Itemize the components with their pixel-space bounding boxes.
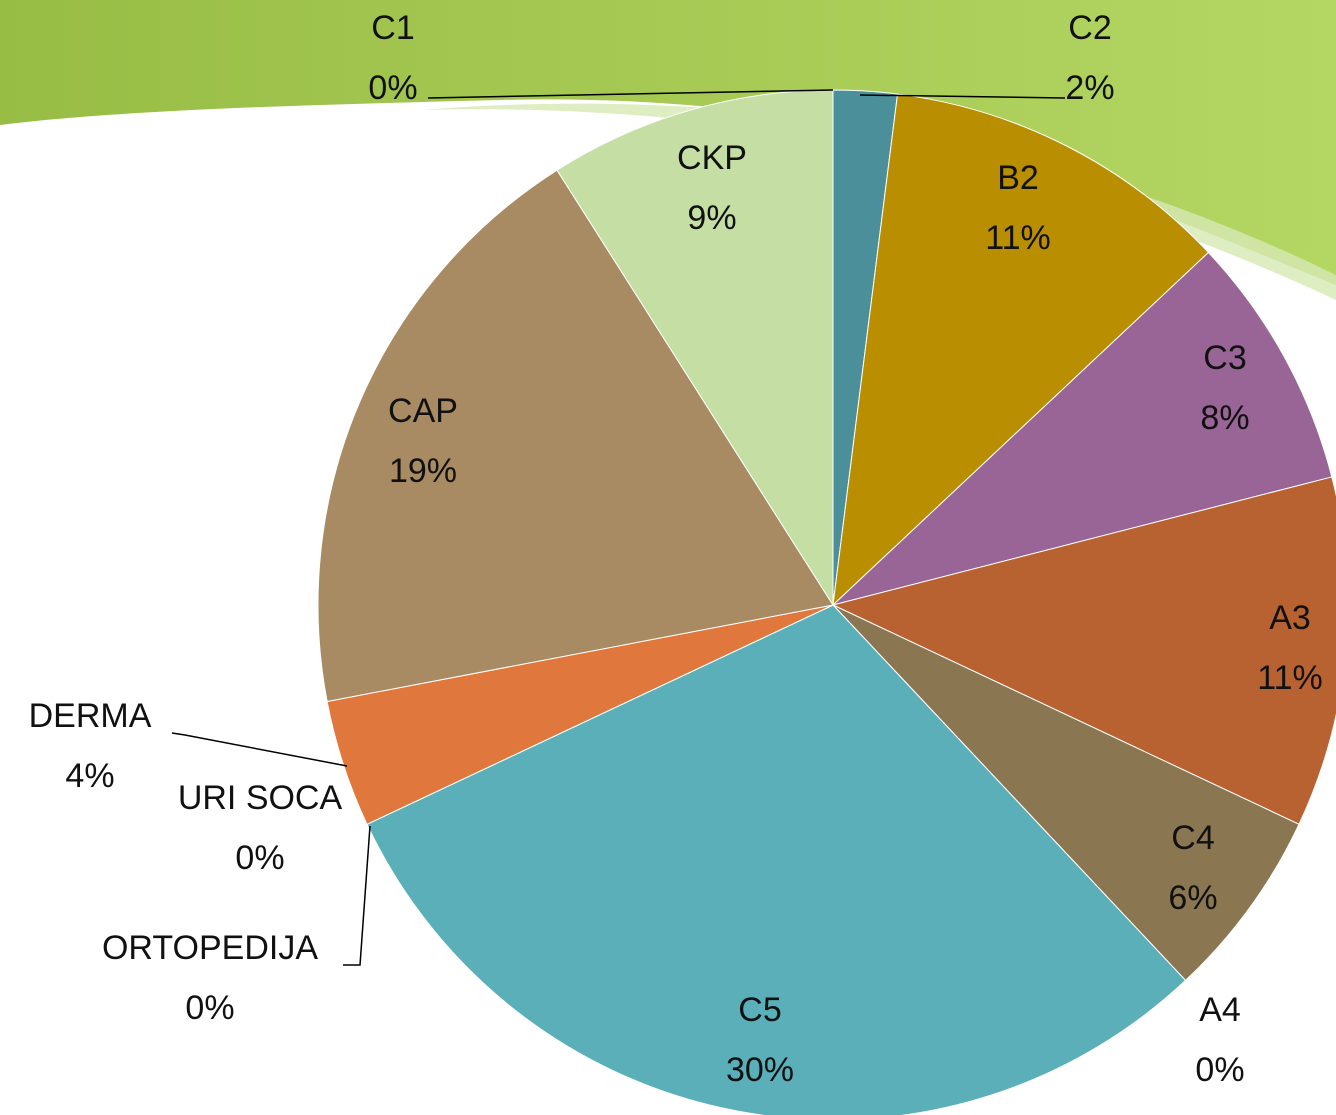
pie-slice xyxy=(831,476,1336,825)
category-label: URI SOCA xyxy=(178,779,343,817)
pie xyxy=(317,89,1336,1115)
category-label: CAP xyxy=(388,392,458,430)
category-label: C5 xyxy=(738,991,781,1029)
category-label: DERMA xyxy=(29,697,152,735)
leader-line xyxy=(343,825,371,966)
value-label: 2% xyxy=(1065,69,1114,107)
value-label: 6% xyxy=(1168,879,1217,917)
pie-slice xyxy=(832,251,1333,606)
value-label: 0% xyxy=(1195,1051,1244,1089)
background-band xyxy=(0,0,1336,285)
pie-slice xyxy=(317,169,834,703)
category-label: C2 xyxy=(1068,9,1111,47)
labels: C1 0% C2 2% B2 11% C3 8% A3 11% C4 6% A4 0% C5 30% ORTOP… xyxy=(29,9,1323,1089)
category-label: C3 xyxy=(1203,339,1246,377)
value-label: 0% xyxy=(368,69,417,107)
category-label: C1 xyxy=(371,9,414,47)
value-label: 9% xyxy=(687,199,736,237)
pie-slice xyxy=(832,604,1300,982)
pie-slice xyxy=(832,93,1210,607)
category-label: C4 xyxy=(1171,819,1214,857)
value-label: 4% xyxy=(65,757,114,795)
pie-slice xyxy=(366,604,1187,1115)
category-label: A3 xyxy=(1269,599,1311,637)
value-label: 0% xyxy=(185,989,234,1027)
leader-line xyxy=(427,89,834,99)
value-label: 19% xyxy=(389,452,457,490)
category-label: CKP xyxy=(677,139,747,177)
leader-line xyxy=(859,94,1066,99)
value-label: 11% xyxy=(985,219,1051,257)
value-label: 0% xyxy=(235,839,284,877)
category-label: B2 xyxy=(997,159,1039,197)
category-label: ORTOPEDIJA xyxy=(102,929,318,967)
category-label: A4 xyxy=(1199,991,1241,1029)
value-label: 30% xyxy=(726,1051,794,1089)
value-label: 11% xyxy=(1257,659,1323,697)
leader-line xyxy=(171,732,348,767)
value-label: 8% xyxy=(1200,399,1249,437)
